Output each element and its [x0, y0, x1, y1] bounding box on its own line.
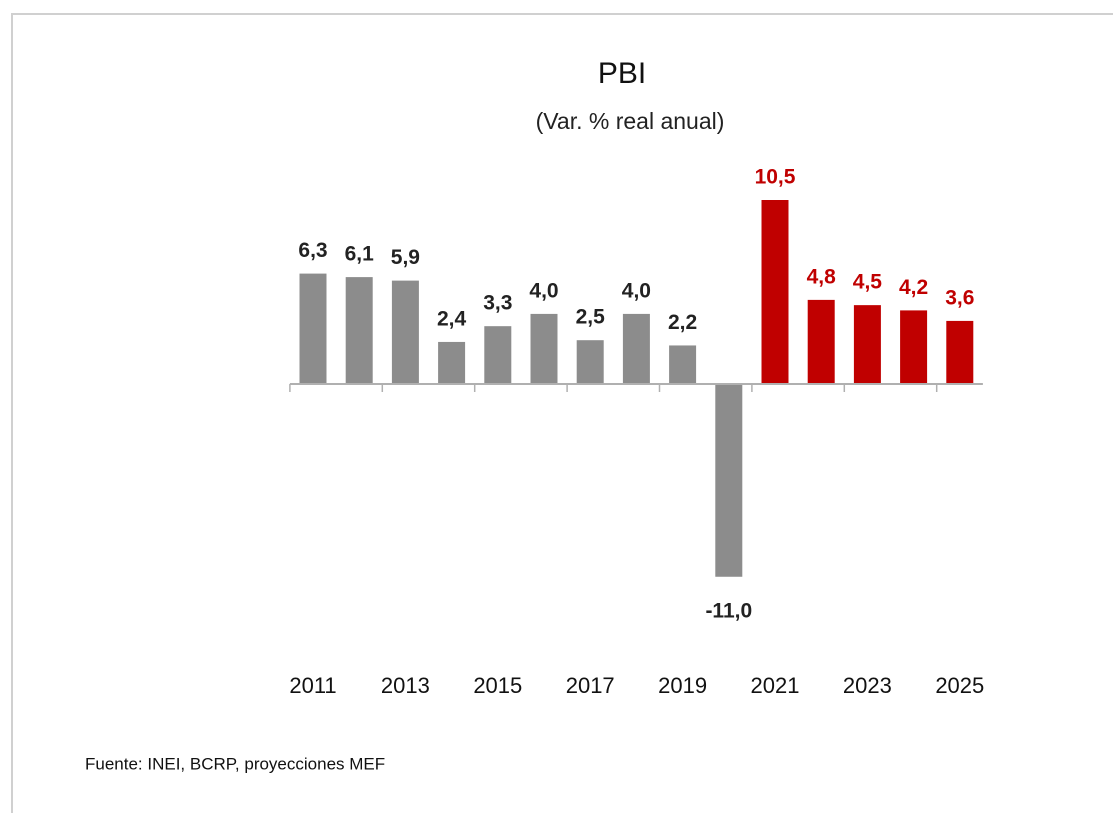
- bar: [576, 340, 604, 384]
- x-tick-label: 2021: [751, 673, 800, 698]
- x-tick-label: 2019: [658, 673, 707, 698]
- value-label: 3,6: [945, 286, 974, 309]
- bar: [391, 280, 419, 384]
- bar: [715, 384, 743, 577]
- value-label: 6,3: [298, 239, 327, 262]
- bar: [345, 277, 373, 384]
- x-tick-label: 2023: [843, 673, 892, 698]
- value-label: 4,5: [853, 271, 883, 294]
- bar: [807, 299, 835, 384]
- value-label: 4,0: [529, 279, 558, 302]
- value-label: 4,2: [899, 276, 928, 299]
- value-label: 2,5: [576, 306, 606, 329]
- x-tick-label: 2017: [566, 673, 615, 698]
- bar: [761, 200, 789, 384]
- bar: [622, 313, 650, 384]
- x-tick-label: 2011: [289, 673, 336, 698]
- chart-title: PBI: [598, 57, 646, 90]
- value-label: 10,5: [755, 166, 796, 189]
- bar: [530, 313, 558, 384]
- x-tick-label: 2025: [935, 673, 984, 698]
- bar: [669, 345, 697, 384]
- value-label: 5,9: [391, 246, 420, 269]
- chart-subtitle: (Var. % real anual): [536, 108, 725, 134]
- x-tick-label: 2013: [381, 673, 430, 698]
- bar: [438, 341, 466, 384]
- value-label: 4,8: [807, 265, 837, 288]
- value-label: -11,0: [705, 599, 752, 622]
- bar: [853, 305, 881, 384]
- x-tick-label: 2015: [473, 673, 522, 698]
- value-label: 6,1: [345, 243, 375, 266]
- value-label: 2,4: [437, 307, 467, 330]
- frame: [11, 13, 1113, 813]
- value-label: 2,2: [668, 311, 697, 334]
- bar: [484, 326, 512, 384]
- source-note: Fuente: INEI, BCRP, proyecciones MEF: [85, 754, 385, 773]
- value-label: 4,0: [622, 279, 651, 302]
- bar: [900, 310, 928, 384]
- bar: [299, 273, 327, 384]
- bar: [946, 320, 974, 384]
- value-label: 3,3: [483, 292, 512, 315]
